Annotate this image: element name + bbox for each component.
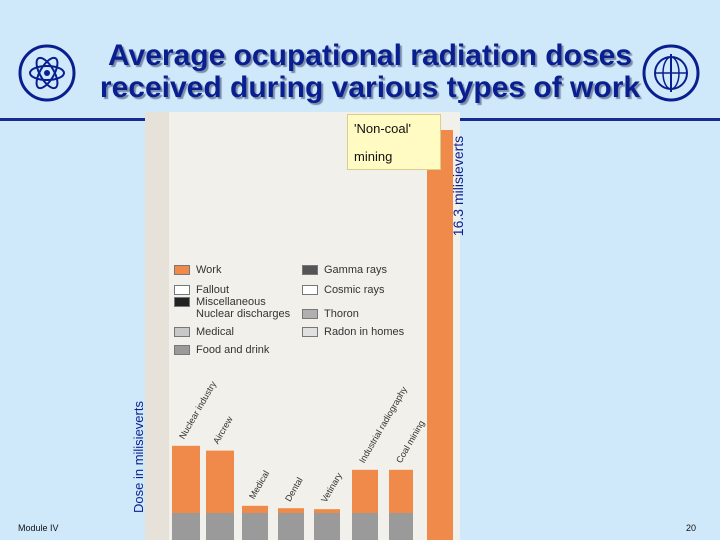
- bar-background-stack: [278, 513, 304, 540]
- category-label: Dental: [283, 476, 305, 504]
- footer-module: Module IV: [18, 523, 59, 533]
- callout-line-1: 'Non-coal': [354, 121, 411, 136]
- title-line-1: Average ocupational radiation doses: [107, 39, 633, 72]
- bar-background-stack: [352, 513, 378, 540]
- callout-line-2: mining: [354, 149, 393, 164]
- bar-background-stack: [314, 513, 340, 540]
- bar: [206, 450, 234, 513]
- category-label: Vetinary: [319, 471, 344, 505]
- category-label: Nuclear industry: [177, 379, 218, 441]
- bar-background-stack: [242, 513, 268, 540]
- page-title: Average ocupational radiation doses rece…: [70, 40, 670, 104]
- category-label: Coal mining: [394, 419, 426, 465]
- bar-background-stack: [389, 513, 413, 540]
- bar: [242, 505, 268, 513]
- category-label: Aircrew: [211, 414, 235, 445]
- bar: [278, 508, 304, 513]
- chart-panel-shade: [145, 112, 169, 540]
- title-line-2: received during various types of work: [99, 71, 641, 104]
- iaea-atom-icon: [18, 44, 76, 102]
- bar-non-coal-mining: [427, 130, 453, 540]
- highlight-callout: 'Non-coal' mining: [347, 114, 441, 170]
- bar-background-stack: [172, 513, 200, 540]
- bar: [352, 469, 378, 513]
- page-number: 20: [686, 523, 697, 533]
- bar: [389, 469, 413, 513]
- who-globe-icon: [642, 44, 700, 102]
- bar: [314, 509, 340, 513]
- bar: [172, 445, 200, 513]
- category-label: Medical: [247, 469, 271, 501]
- bar-background-stack: [206, 513, 234, 540]
